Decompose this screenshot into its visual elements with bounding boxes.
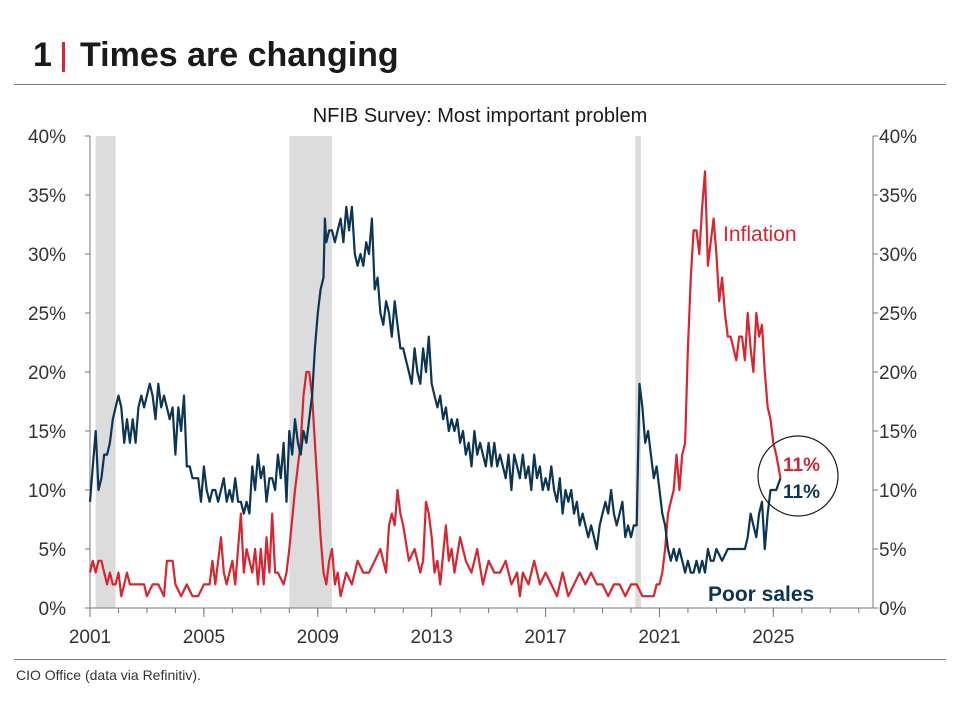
page-title: Times are changing [80,36,399,74]
left-y-tick-label: 20% [28,363,66,384]
x-tick-label: 2001 [69,627,111,648]
left-y-tick-label: 5% [39,540,67,561]
left-y-tick-label: 25% [28,304,66,325]
left-y-tick-label: 15% [28,422,66,443]
right-y-tick-label: 15% [879,422,917,443]
poor-sales-end-value-label: 11% [783,482,820,503]
left-y-tick-label: 0% [39,599,67,620]
right-y-tick-label: 20% [879,363,917,384]
recession-band-2 [289,136,333,608]
footer-divider [14,659,946,660]
recession-shading [95,136,641,608]
right-y-tick-label: 25% [879,304,917,325]
poor-sales-series-label: Poor sales [708,583,814,606]
x-tick-label: 2025 [752,627,794,648]
series-line-poor-sales [88,205,782,574]
x-tick-label: 2013 [411,627,453,648]
inflation-end-value-label: 11% [783,455,820,476]
right-y-tick-label: 30% [879,245,917,266]
axes: 0% 0% 5% 5% 10% 10% 15% 15% 20% 20% 25% 25% 30% 30% 35… [28,127,917,648]
left-y-tick-label: 10% [28,481,66,502]
series-line-inflation [88,170,782,598]
right-y-tick-label: 35% [879,186,917,207]
series-labels: Inflation Poor sales 11% 11% [708,223,820,606]
x-tick-label: 2005 [183,627,225,648]
header-accent-bar [62,42,65,72]
source-note: CIO Office (data via Refinitiv). [16,667,201,683]
right-y-tick-label: 10% [879,481,917,502]
x-tick-label: 2021 [638,627,680,648]
series-lines [88,170,782,598]
section-number: 1 [33,36,52,74]
left-y-tick-label: 30% [28,245,66,266]
right-y-tick-label: 0% [879,599,907,620]
left-y-tick-label: 40% [28,127,66,148]
highlight-circle [757,435,839,517]
inflation-series-label: Inflation [723,223,797,246]
recession-band-3 [635,136,641,608]
recession-band-1 [95,136,116,608]
x-tick-label: 2017 [524,627,566,648]
x-tick-label: 2009 [297,627,339,648]
left-y-tick-label: 35% [28,186,66,207]
right-y-tick-label: 5% [879,540,907,561]
chart-title: NFIB Survey: Most important problem [313,105,648,127]
header-divider [14,84,946,85]
right-y-tick-label: 40% [879,127,917,148]
